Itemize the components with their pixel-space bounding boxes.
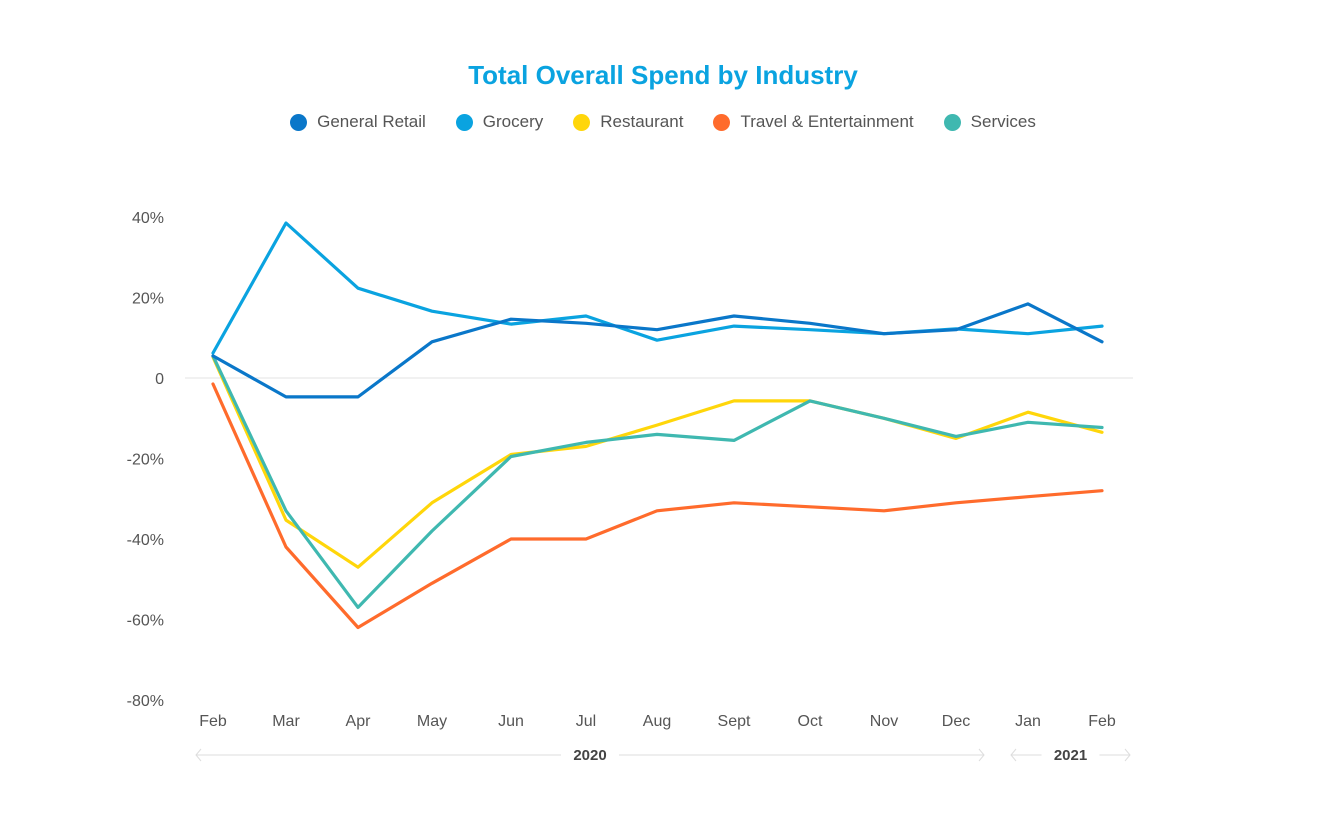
x-tick-label: Aug: [643, 713, 671, 730]
year-label: 2020: [573, 747, 606, 764]
series-line-services: [211, 354, 1104, 610]
year-label: 2021: [1054, 747, 1087, 764]
x-tick-label: Jun: [498, 713, 524, 730]
legend-label: General Retail: [317, 112, 426, 131]
legend-marker: [573, 113, 591, 131]
x-tick-label: Sept: [718, 713, 751, 730]
x-tick-label: Jul: [576, 713, 596, 730]
year-bracket: 2021: [1010, 747, 1131, 764]
x-tick-label: Feb: [1088, 713, 1116, 730]
legend-label: Travel & Entertainment: [740, 112, 914, 131]
legend-marker: [455, 113, 473, 131]
bracket-arrow-left: [195, 748, 202, 762]
legend-marker: [943, 113, 961, 131]
x-tick-label: Apr: [346, 713, 372, 730]
x-tick-label: Jan: [1015, 713, 1041, 730]
series-line-restaurant: [211, 355, 1104, 569]
legend-label: Restaurant: [600, 112, 684, 131]
legend-item: General Retail: [290, 112, 426, 132]
series-line-travel-entertainment: [211, 382, 1104, 630]
year-bracket: 2020: [195, 747, 985, 764]
legend-item: Travel & Entertainment: [713, 112, 914, 132]
x-tick-label: Mar: [272, 713, 300, 730]
y-tick-label: -40%: [127, 532, 164, 549]
legend: General Retail Grocery Restaurant Travel & …: [0, 112, 1326, 132]
legend-marker: [713, 113, 731, 131]
y-tick-label: -60%: [127, 613, 164, 630]
legend-item: Services: [943, 112, 1036, 132]
x-tick-label: Dec: [942, 713, 970, 730]
series-line-general-retail: [211, 302, 1104, 399]
legend-marker: [290, 113, 308, 131]
bracket-arrow-left: [1010, 748, 1017, 762]
y-tick-label: -80%: [127, 693, 164, 710]
legend-item: Grocery: [455, 112, 544, 132]
legend-label: Services: [970, 112, 1036, 131]
series-line-grocery: [211, 221, 1104, 355]
y-tick-label: 0: [155, 371, 164, 388]
x-tick-label: Feb: [199, 713, 227, 730]
legend-label: Grocery: [482, 112, 544, 131]
bracket-arrow-right: [1124, 748, 1131, 762]
legend-item: Restaurant: [573, 112, 683, 132]
chart-title: Total Overall Spend by Industry: [468, 60, 858, 90]
x-tick-label: Nov: [870, 713, 898, 730]
x-tick-label: May: [417, 713, 447, 730]
y-tick-label: -20%: [127, 452, 164, 469]
y-tick-label: 40%: [132, 210, 164, 227]
bracket-arrow-right: [978, 748, 985, 762]
y-tick-label: 20%: [132, 291, 164, 308]
x-tick-label: Oct: [798, 713, 823, 730]
